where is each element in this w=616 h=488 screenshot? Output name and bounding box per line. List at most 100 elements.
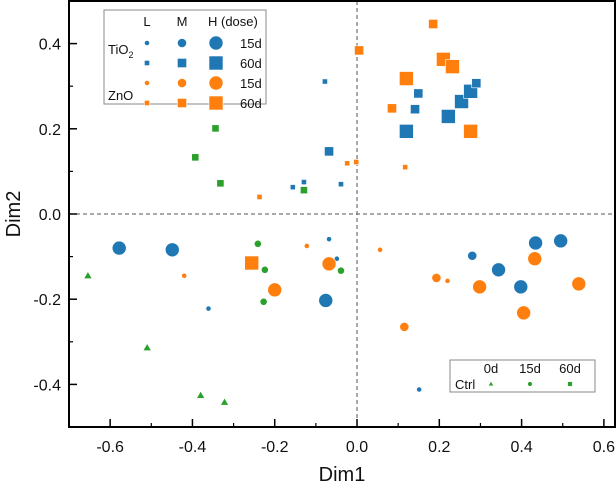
legend-marker — [177, 98, 187, 108]
data-point — [410, 104, 420, 115]
data-point — [196, 390, 206, 399]
legend-marker — [208, 95, 224, 111]
x-tick-label: -0.6 — [96, 439, 124, 456]
data-point — [413, 88, 424, 99]
data-point — [516, 305, 531, 321]
x-axis-ticks: -0.6 -0.4 -0.2 0.0 0.2 0.4 0.6 — [96, 419, 615, 456]
data-point — [289, 184, 296, 191]
data-point — [244, 255, 259, 271]
legend-ctrl-header-15d: 15d — [519, 361, 541, 376]
legend-group-tio2: TiO2 — [108, 42, 133, 60]
legend-header-high: H (dose) — [208, 14, 258, 29]
legend-ctrl-header-60d: 60d — [559, 361, 581, 376]
data-point — [219, 397, 230, 406]
data-point — [191, 153, 200, 162]
data-point — [253, 239, 262, 248]
data-point — [321, 256, 337, 272]
x-tick-label: -0.4 — [179, 439, 207, 456]
data-point — [211, 124, 220, 133]
legend-main: L M H (dose) TiO2 ZnO 15d 60d 15d 60d — [103, 9, 267, 111]
data-point — [322, 78, 328, 85]
data-point — [83, 270, 93, 279]
data-point — [205, 305, 212, 312]
legend-ctrl-marker — [487, 380, 495, 387]
data-point — [260, 265, 269, 274]
data-point — [553, 233, 568, 249]
data-point — [441, 109, 456, 124]
legend-row-tio2-15d: 15d — [240, 36, 262, 51]
legend-marker — [208, 35, 224, 51]
data-point — [387, 103, 397, 114]
legend-marker — [208, 75, 224, 91]
data-point — [256, 194, 263, 200]
data-point — [428, 19, 439, 29]
y-axis-ticks: -0.4 -0.2 0.0 0.2 0.4 — [33, 0, 77, 428]
x-tick-label: 0.4 — [510, 439, 532, 456]
data-point — [333, 255, 340, 262]
legend-marker — [144, 40, 150, 46]
data-point — [338, 181, 344, 188]
data-point — [431, 272, 442, 283]
data-point — [303, 243, 310, 249]
data-point — [337, 266, 345, 275]
legend-group-tio2-subscript: 2 — [128, 50, 133, 60]
data-point — [142, 342, 152, 351]
legend-marker — [144, 100, 150, 106]
y-tick-label: -0.2 — [33, 292, 61, 309]
data-point — [111, 240, 127, 256]
data-point — [324, 146, 334, 157]
data-point — [445, 59, 460, 74]
legend-ctrl-marker — [527, 381, 533, 387]
data-point — [571, 276, 587, 292]
data-point — [181, 272, 188, 279]
legend-group-tio2-label: TiO — [108, 42, 128, 57]
data-point — [318, 293, 334, 308]
legend-group-zno: ZnO — [108, 88, 133, 103]
data-point — [344, 160, 351, 167]
data-point — [300, 186, 308, 195]
data-points — [83, 19, 587, 406]
data-point — [399, 321, 410, 332]
data-point — [267, 282, 283, 298]
data-point — [216, 179, 225, 188]
y-tick-label: 0.4 — [39, 37, 61, 54]
y-axis-label: Dim2 — [3, 191, 25, 238]
y-tick-label: -0.4 — [33, 377, 61, 394]
data-point — [353, 159, 360, 165]
data-point — [377, 246, 383, 253]
legend-row-zno-15d: 15d — [240, 76, 262, 91]
data-point — [399, 71, 414, 86]
x-tick-label: 0.2 — [428, 439, 450, 456]
data-point — [467, 250, 478, 261]
data-point — [463, 124, 478, 139]
legend-ctrl-label: Ctrl — [455, 377, 475, 392]
data-point — [402, 164, 409, 171]
data-point — [259, 297, 268, 306]
x-tick-label: 0.6 — [593, 439, 615, 456]
y-tick-label: 0.0 — [39, 207, 61, 224]
data-point — [164, 242, 180, 258]
legend-header-low: L — [143, 14, 150, 29]
y-tick-label: 0.2 — [39, 122, 61, 139]
legend-marker — [177, 38, 187, 48]
legend-main-markers — [144, 35, 224, 111]
legend-marker — [208, 55, 224, 71]
legend-marker — [177, 58, 187, 68]
legend-marker — [144, 60, 150, 66]
legend-marker — [144, 80, 150, 86]
data-point — [528, 235, 543, 251]
legend-row-zno-60d: 60d — [240, 96, 262, 111]
legend-main-box — [103, 9, 267, 105]
data-point — [471, 78, 482, 89]
legend-header-mid: M — [177, 14, 188, 29]
data-point — [491, 262, 506, 278]
data-point — [416, 386, 423, 393]
x-tick-label: 0.0 — [346, 439, 368, 456]
x-tick-label: -0.2 — [261, 439, 289, 456]
reference-lines — [69, 1, 615, 427]
data-point — [301, 179, 307, 185]
legend-ctrl-markers — [487, 380, 573, 387]
legend-ctrl: 0d 15d 60d Ctrl — [449, 359, 596, 393]
legend-row-tio2-60d: 60d — [240, 56, 262, 71]
